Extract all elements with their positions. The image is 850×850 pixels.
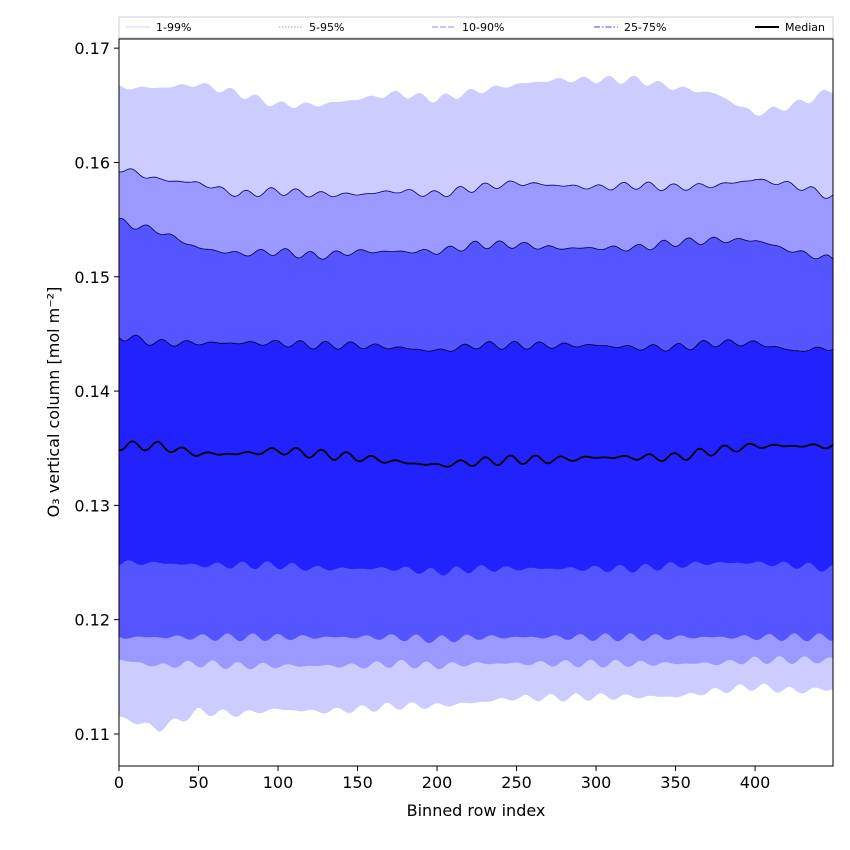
x-tick-label-2: 100: [263, 773, 294, 792]
plot-frame: [118, 38, 834, 767]
y-tick-label-1: 0.12: [74, 611, 110, 630]
legend-label-0: 1-99%: [156, 21, 191, 34]
band-upper-line-0: [118, 75, 834, 117]
band-lower-line-0: [118, 682, 834, 732]
x-axis: 0 50 100 150 200 250 300 350 400: [114, 766, 770, 792]
band-lower-line-1: [118, 655, 834, 670]
x-tick-label-1: 50: [188, 773, 208, 792]
y-tick-label-5: 0.16: [74, 153, 110, 172]
band-area-3: [119, 335, 833, 576]
band-upper-line-2: [118, 218, 834, 260]
legend-label-1: 5-95%: [309, 21, 344, 34]
legend-label-2: 10-90%: [462, 21, 504, 34]
x-tick-label-4: 200: [422, 773, 453, 792]
band-lower-line-3: [118, 559, 834, 576]
median-layer: [118, 440, 834, 468]
band-lower-line-2: [118, 632, 834, 644]
y-axis: 0.11 0.12 0.13 0.14 0.15 0.16 0.17: [74, 39, 119, 744]
legend-frame: [118, 16, 834, 39]
x-tick-label-6: 300: [581, 773, 612, 792]
legend-label-4: Median: [785, 21, 825, 34]
y-tick-label-6: 0.17: [74, 39, 110, 58]
band-lines: [118, 75, 834, 732]
band-areas: [119, 76, 833, 732]
x-tick-label-0: 0: [114, 773, 124, 792]
median-line: [118, 440, 834, 468]
y-tick-label-3: 0.14: [74, 382, 110, 401]
band-upper-line-1: [118, 168, 834, 199]
legend-label-3: 25-75%: [624, 21, 666, 34]
y-tick-label-0: 0.11: [74, 725, 110, 744]
y-axis-label: O₃ vertical column [mol m⁻²]: [44, 287, 63, 518]
y-tick-label-4: 0.15: [74, 268, 110, 287]
y-tick-label-2: 0.13: [74, 496, 110, 515]
x-axis-label: Binned row index: [407, 801, 546, 820]
band-upper-line-3: [118, 334, 834, 352]
x-tick-label-3: 150: [342, 773, 373, 792]
x-tick-label-7: 350: [660, 773, 691, 792]
legend: 1-99% 5-95% 10-90% 25-75% Median: [118, 16, 834, 39]
x-tick-label-5: 250: [501, 773, 532, 792]
x-tick-label-8: 400: [740, 773, 771, 792]
